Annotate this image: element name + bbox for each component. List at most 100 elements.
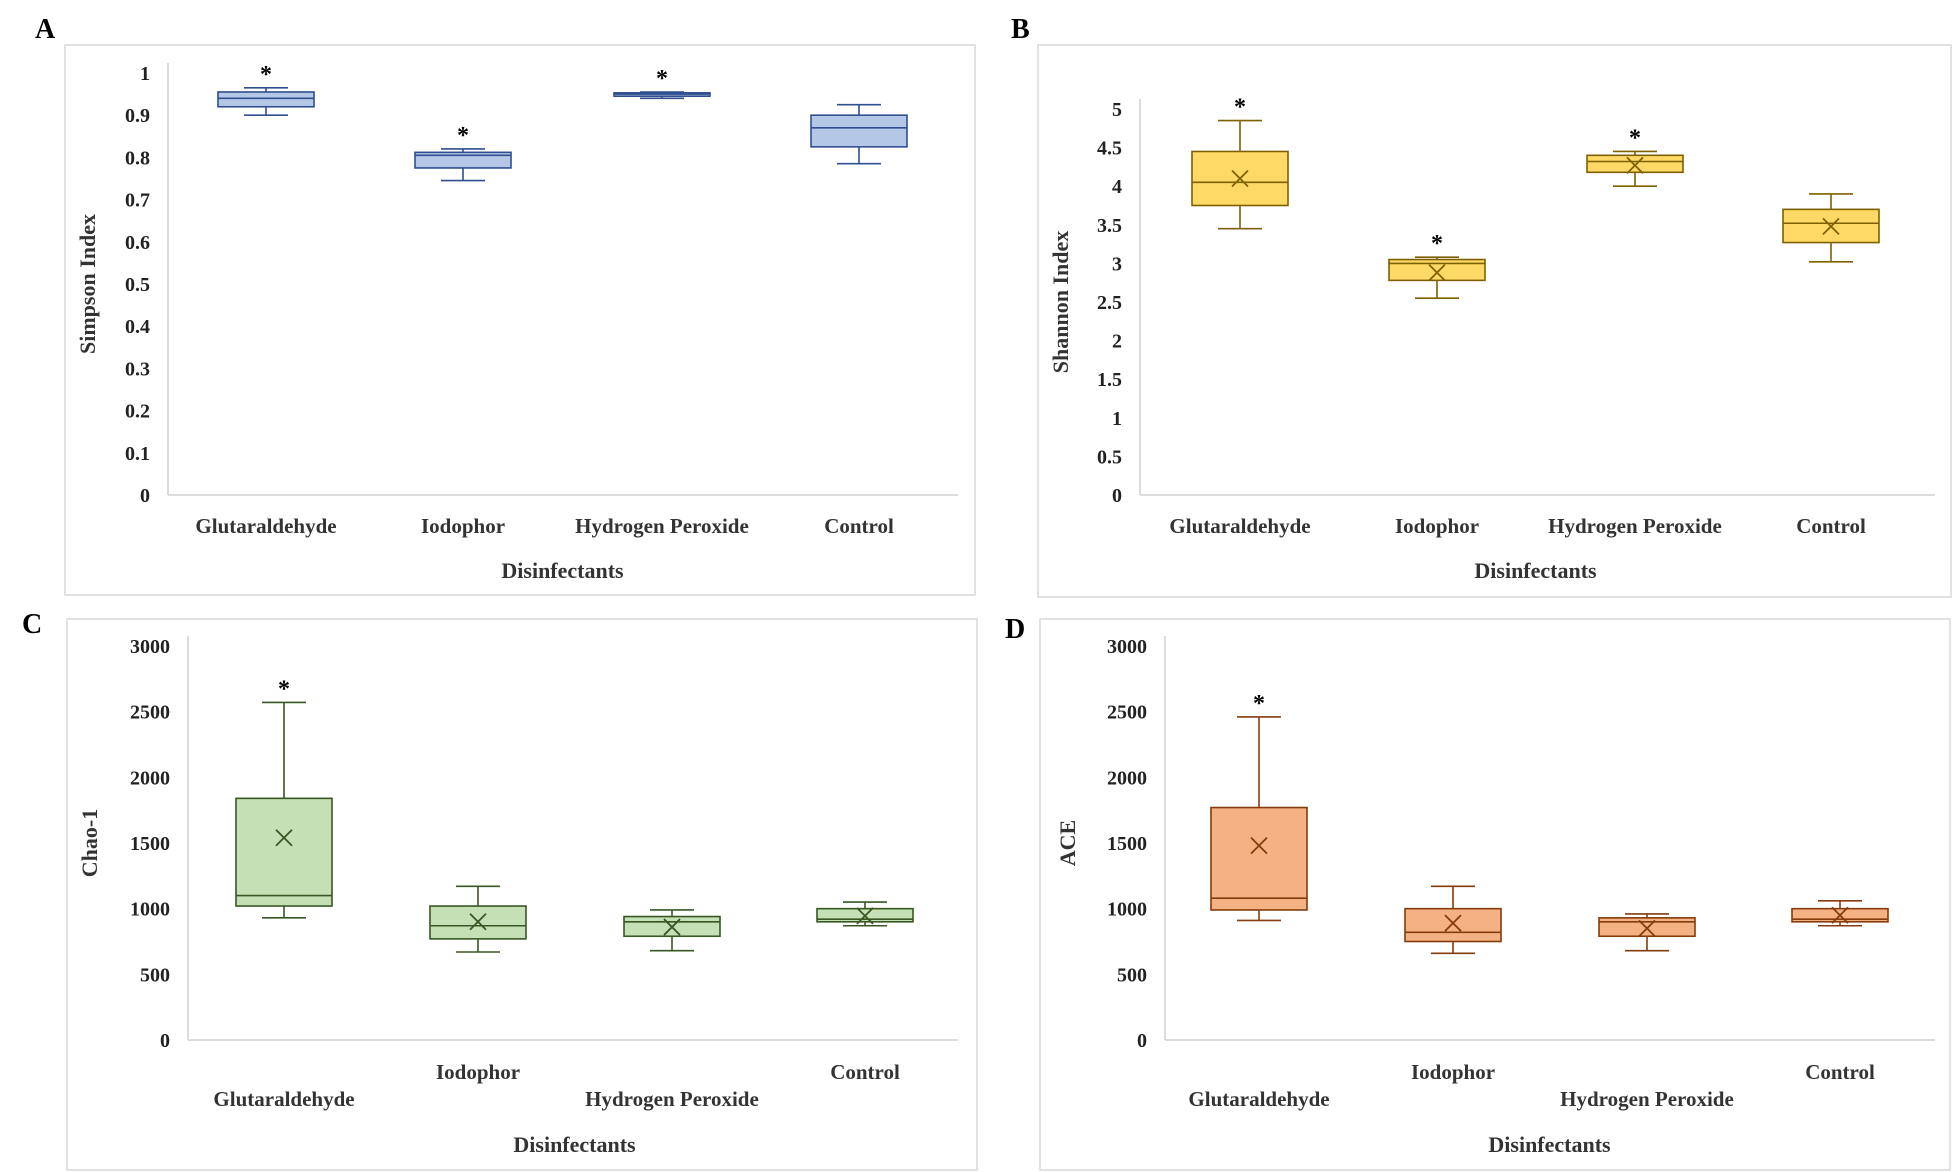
- y-tick-label: 0.1: [125, 443, 150, 465]
- y-tick-label: 0: [1112, 485, 1122, 507]
- y-axis-title: Shannon Index: [1048, 231, 1073, 373]
- x-tick-label: Hydrogen Peroxide: [1548, 514, 1722, 538]
- y-tick-label: 0.4: [125, 316, 150, 338]
- y-tick-label: 1.5: [1097, 369, 1122, 391]
- mean-marker: [1250, 836, 1268, 855]
- mean-marker: [1638, 919, 1656, 938]
- y-tick-label: 0.6: [125, 232, 150, 254]
- panel-letter: D: [1005, 614, 1025, 645]
- mean-marker: [469, 913, 487, 931]
- panel-b: B 0 0.5 1 1.5 2 2.5 3 3.5 4 4.5 5 Shannon Index Disin…: [1011, 14, 1952, 598]
- iqr-box: [1598, 917, 1696, 938]
- x-tick-label: Control: [1796, 514, 1866, 538]
- box-glutaraldehyde: *: [235, 676, 333, 919]
- mean-marker: [1444, 914, 1462, 932]
- x-tick-label: Control: [830, 1060, 900, 1084]
- mean-marker: [1231, 169, 1249, 188]
- y-axis-title: Simpson Index: [75, 214, 100, 354]
- y-tick-label: 3: [1112, 253, 1122, 275]
- x-axis-title: Disinfectants: [501, 558, 624, 583]
- y-tick-label: 1000: [130, 899, 170, 921]
- box-iodophor: [1404, 885, 1502, 955]
- mean-marker: [1822, 217, 1840, 235]
- y-tick-label: 1: [140, 63, 150, 85]
- panel-letter: B: [1011, 14, 1030, 45]
- y-tick-label: 0.5: [125, 274, 150, 296]
- y-tick-label: 500: [1117, 964, 1147, 986]
- y-tick-label: 0.5: [1097, 446, 1122, 468]
- x-axis-title: Disinfectants: [1474, 558, 1597, 583]
- significance-star: *: [260, 62, 272, 88]
- box-iodophor: [429, 885, 527, 953]
- y-tick-label: 0: [160, 1030, 170, 1052]
- y-tick-label: 5: [1112, 99, 1122, 121]
- x-tick-label: Hydrogen Peroxide: [1560, 1087, 1734, 1111]
- x-tick-label: Iodophor: [1411, 1060, 1495, 1084]
- box-hydrogen-peroxide: [1598, 913, 1696, 952]
- y-tick-label: 0: [1137, 1030, 1147, 1052]
- mean-marker: [1626, 156, 1644, 174]
- panel-d: D 0 500 1000 1500 2000 2500 3000 ACE Disinfectant…: [1005, 614, 1951, 1171]
- y-tick-label: 4.5: [1097, 138, 1122, 160]
- box-iodophor: *: [414, 123, 512, 182]
- x-axis-title: Disinfectants: [513, 1132, 636, 1157]
- panel-letter: C: [22, 609, 42, 640]
- y-tick-label: 0: [140, 485, 150, 507]
- y-tick-label: 2000: [130, 767, 170, 789]
- box-hydrogen-peroxide: *: [613, 66, 711, 100]
- y-tick-label: 1000: [1107, 899, 1147, 921]
- x-tick-label: Iodophor: [1395, 514, 1479, 538]
- box-hydrogen-peroxide: *: [1586, 125, 1684, 187]
- y-tick-label: 2000: [1107, 767, 1147, 789]
- iqr-box: [235, 797, 333, 907]
- panel-border: [66, 618, 978, 1171]
- y-tick-label: 0.8: [125, 147, 150, 169]
- mean-marker: [275, 829, 293, 847]
- y-tick-label: 4: [1112, 176, 1122, 198]
- iqr-box: [217, 91, 315, 108]
- y-tick-label: 1500: [1107, 833, 1147, 855]
- y-tick-label: 2.5: [1097, 292, 1122, 314]
- iqr-box: [1586, 154, 1684, 174]
- y-tick-label: 2: [1112, 331, 1122, 353]
- box-control: [1791, 899, 1889, 927]
- y-tick-label: 3.5: [1097, 215, 1122, 237]
- iqr-box: [1388, 258, 1486, 282]
- significance-star: *: [1253, 691, 1265, 717]
- x-tick-label: Glutaraldehyde: [1188, 1087, 1329, 1111]
- box-glutaraldehyde: *: [217, 62, 315, 116]
- mean-marker: [1831, 906, 1849, 924]
- y-axis-title: ACE: [1055, 820, 1080, 866]
- significance-star: *: [1234, 95, 1246, 121]
- significance-star: *: [278, 676, 290, 702]
- iqr-box: [1210, 806, 1308, 911]
- x-tick-label: Iodophor: [436, 1060, 520, 1084]
- y-tick-label: 1: [1112, 408, 1122, 430]
- significance-star: *: [1431, 231, 1443, 257]
- x-tick-label: Glutaraldehyde: [1169, 514, 1310, 538]
- x-tick-label: Control: [824, 514, 894, 538]
- panel-border: [1039, 618, 1951, 1171]
- box-glutaraldehyde: *: [1210, 691, 1308, 922]
- x-tick-label: Control: [1805, 1060, 1875, 1084]
- significance-star: *: [457, 123, 469, 149]
- box-iodophor: *: [1388, 231, 1486, 299]
- panel-a: A 0 0.1 0.2 0.3 0.4 0.5 0.6 0.7 0.8 0.9 1 Simpson In…: [35, 14, 976, 596]
- y-tick-label: 0.2: [125, 401, 150, 423]
- panel-border: [1037, 44, 1952, 598]
- mean-marker: [856, 907, 874, 925]
- x-axis-title: Disinfectants: [1488, 1132, 1611, 1157]
- panel-letter: A: [35, 14, 56, 45]
- iqr-box: [429, 905, 527, 940]
- y-tick-label: 0.3: [125, 358, 150, 380]
- panel-border: [64, 44, 976, 596]
- y-tick-label: 3000: [1107, 636, 1147, 658]
- x-tick-label: Glutaraldehyde: [195, 514, 336, 538]
- y-tick-label: 3000: [130, 636, 170, 658]
- significance-star: *: [1629, 125, 1641, 151]
- box-control: [1782, 193, 1880, 263]
- y-tick-label: 2500: [130, 702, 170, 724]
- y-tick-label: 0.9: [125, 105, 150, 127]
- x-tick-label: Hydrogen Peroxide: [575, 514, 749, 538]
